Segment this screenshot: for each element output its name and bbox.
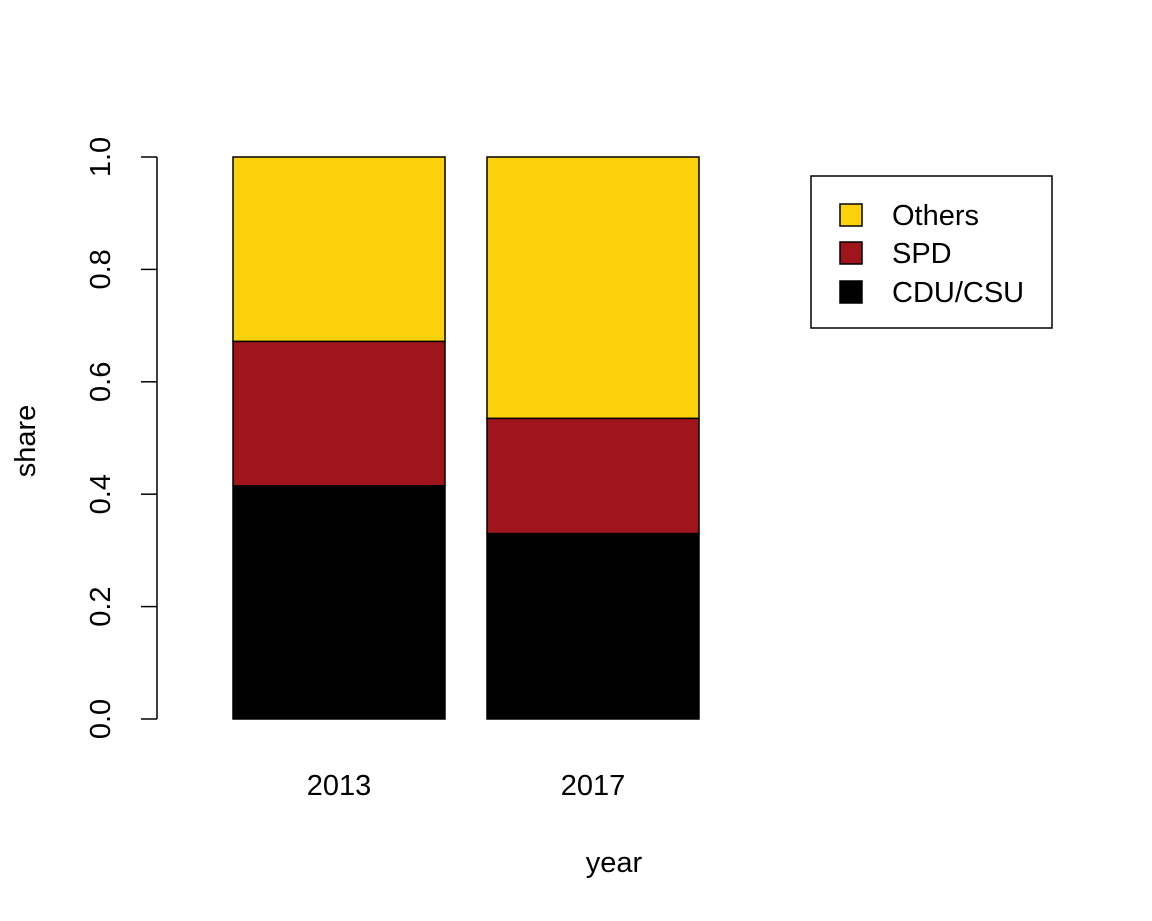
y-tick-label: 0.2	[85, 586, 117, 626]
bar-2017-cdu-csu	[486, 532, 700, 720]
x-axis: 2013 2017	[307, 770, 626, 802]
y-tick-label: 0.4	[85, 474, 117, 514]
bar-2017-spd	[486, 417, 700, 535]
y-tick-label: 0.6	[85, 362, 117, 402]
bars-group	[232, 156, 700, 720]
x-axis-label: year	[586, 847, 643, 879]
y-axis-label: share	[10, 405, 42, 478]
legend-label-others: Others	[892, 200, 979, 232]
bar-2013-spd	[232, 340, 446, 487]
y-tick-label: 1.0	[85, 137, 117, 177]
legend-label-cdu-csu: CDU/CSU	[892, 277, 1024, 309]
legend: Others SPD CDU/CSU	[810, 175, 1053, 329]
x-tick-label: 2013	[307, 770, 372, 802]
bar-2013-cdu-csu	[232, 485, 446, 720]
legend-swatch-spd	[839, 241, 863, 265]
y-axis: 0.0 0.2 0.4 0.6 0.8 1.0	[85, 137, 158, 739]
legend-swatch-others	[839, 203, 863, 227]
y-tick-label: 0.0	[85, 699, 117, 739]
legend-label-spd: SPD	[892, 238, 952, 270]
legend-swatch-cdu-csu	[839, 280, 863, 304]
bar-2013-others	[232, 156, 446, 343]
x-tick-label: 2017	[561, 770, 626, 802]
bar-2017-others	[486, 156, 700, 420]
y-tick-label: 0.8	[85, 249, 117, 289]
